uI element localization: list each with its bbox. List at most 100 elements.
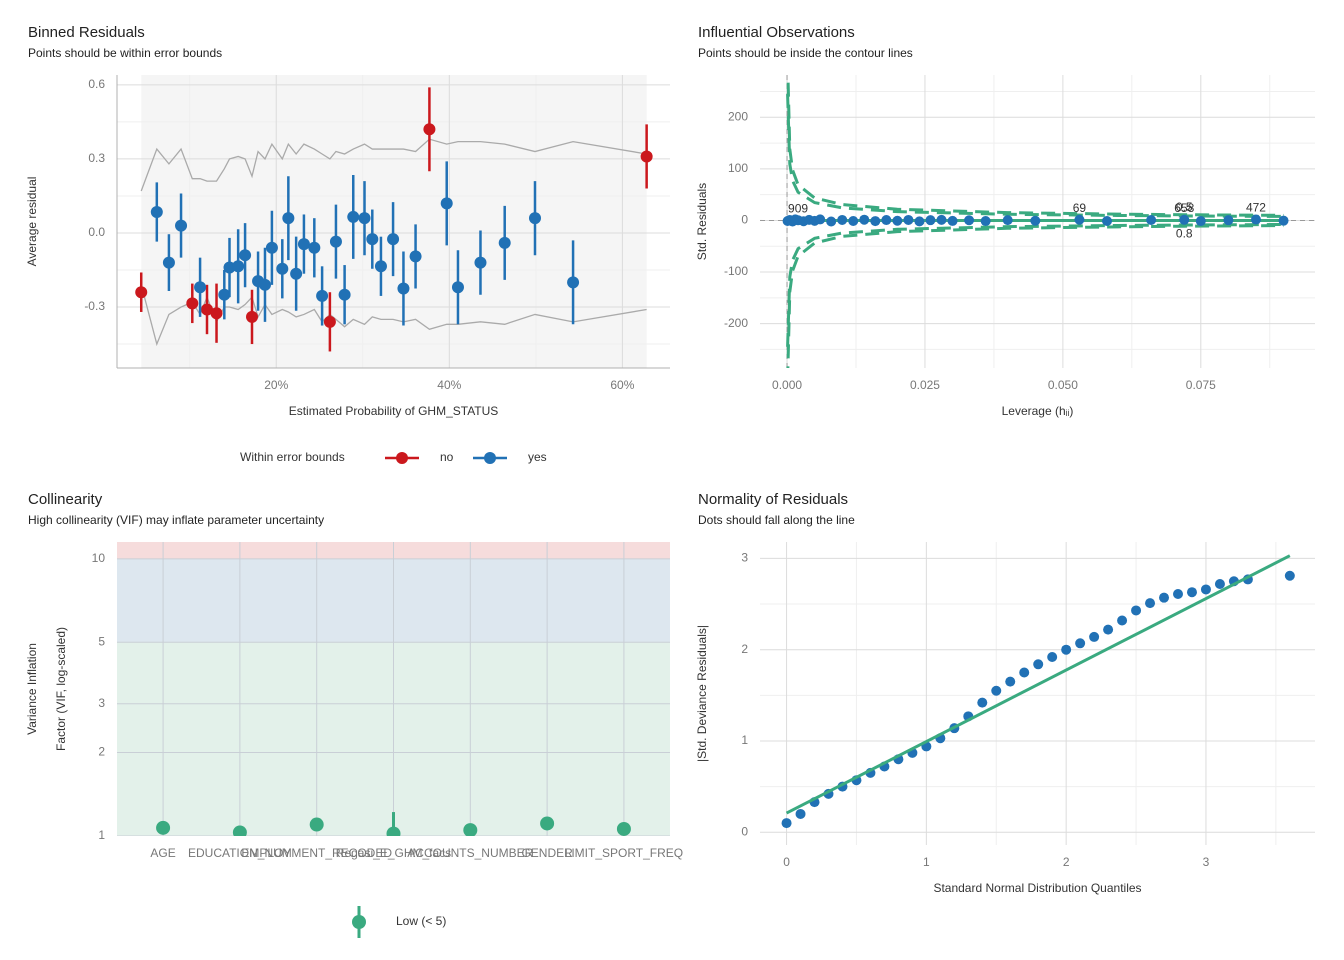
point — [218, 288, 231, 301]
y-tick-label: -100 — [724, 264, 748, 278]
plot-area — [760, 75, 1315, 368]
y-axis-title: Variance Inflation — [25, 643, 39, 735]
point — [201, 303, 214, 316]
y-tick-label: -0.3 — [84, 299, 105, 313]
panel: Collinearity High collinearity (VIF) may … — [25, 491, 683, 938]
panel-title: Collinearity — [28, 491, 103, 508]
x-axis-title: Leverage (hᵢᵢ) — [1002, 404, 1074, 418]
point — [258, 278, 271, 291]
panel: Binned Residuals Points should be within … — [25, 24, 670, 464]
y-tick-label: 1 — [741, 733, 748, 747]
contour-label: 0.5 — [1176, 200, 1193, 214]
point-label: 909 — [788, 201, 808, 215]
point — [1061, 644, 1072, 655]
legend-label: yes — [528, 450, 547, 464]
x-tick-label: 60% — [610, 378, 634, 392]
plot-area — [117, 542, 670, 836]
contour-line — [786, 224, 1284, 368]
x-tick-label: 3 — [1203, 855, 1210, 869]
point — [616, 821, 631, 836]
point — [1145, 598, 1156, 609]
point — [290, 267, 303, 280]
point — [1250, 214, 1261, 225]
y-tick-label: 200 — [728, 109, 748, 123]
point — [297, 238, 310, 251]
x-tick-label: LIMIT_SPORT_FREQ — [565, 846, 683, 860]
panel-title: Influential Observations — [698, 24, 855, 41]
point — [1131, 605, 1142, 616]
y-tick-label: 3 — [98, 696, 105, 710]
x-axis-title: Estimated Probability of GHM_STATUS — [289, 404, 499, 418]
contour-line — [786, 94, 1284, 218]
legend-title: Within error bounds — [240, 450, 345, 464]
y-tick-label: 0 — [741, 824, 748, 838]
contour-line — [786, 222, 1284, 347]
point — [409, 250, 422, 263]
point — [1117, 615, 1128, 626]
point — [947, 215, 958, 226]
point-label: 472 — [1246, 201, 1266, 215]
point — [210, 307, 223, 320]
x-axis-title: Standard Normal Distribution Quantiles — [933, 881, 1141, 895]
point — [781, 818, 792, 829]
point — [186, 297, 199, 310]
point — [316, 289, 329, 302]
point — [1102, 215, 1113, 226]
y-tick-label: 2 — [98, 745, 105, 759]
point — [826, 216, 837, 227]
point-label: 658 — [1174, 201, 1194, 215]
error-bound-line — [140, 138, 647, 192]
point — [980, 216, 991, 227]
point — [162, 256, 175, 269]
contour-label: 0.8 — [1176, 226, 1193, 240]
point — [451, 281, 464, 294]
y-tick-label: 0.0 — [88, 225, 105, 239]
y-tick-label: 10 — [92, 551, 106, 565]
point — [135, 286, 148, 299]
point — [964, 215, 975, 226]
x-tick-label: 40% — [437, 378, 461, 392]
y-tick-label: 0.3 — [88, 151, 105, 165]
point — [323, 315, 336, 328]
point — [175, 219, 188, 232]
contour-line — [786, 75, 1284, 217]
plot-area — [117, 75, 670, 368]
point — [1089, 631, 1100, 642]
point — [498, 236, 511, 249]
point — [903, 214, 914, 225]
x-tick-label: GENDER — [521, 846, 573, 860]
x-tick-label: Regasi_E_GHM_facs — [336, 846, 451, 860]
point — [239, 249, 252, 262]
point — [1172, 589, 1183, 600]
point — [194, 281, 207, 294]
x-tick-label: 0 — [783, 855, 790, 869]
point — [282, 212, 295, 225]
point — [1075, 638, 1086, 649]
panel-subtitle: High collinearity (VIF) may inflate para… — [28, 513, 324, 527]
point — [870, 216, 881, 227]
x-tick-label: 0.000 — [772, 378, 802, 392]
point — [936, 214, 947, 225]
y-axis-title: Std. Residuals — [695, 183, 709, 260]
point-label: 69 — [1073, 201, 1087, 215]
panel-subtitle: Points should be within error bounds — [28, 46, 222, 60]
y-tick-label: 100 — [728, 161, 748, 175]
point — [914, 216, 925, 227]
panel-title: Normality of Residuals — [698, 491, 848, 508]
point — [1146, 215, 1157, 226]
y-tick-label: 1 — [98, 828, 105, 842]
point — [881, 215, 892, 226]
point — [474, 256, 487, 269]
point — [329, 235, 342, 248]
panel-subtitle: Points should be inside the contour line… — [698, 46, 913, 60]
point — [1047, 651, 1058, 662]
point — [347, 210, 360, 223]
point — [366, 233, 379, 246]
x-tick-label: AGE — [150, 846, 175, 860]
point — [1200, 584, 1211, 595]
point — [795, 808, 806, 819]
point — [309, 817, 324, 832]
point — [1033, 659, 1044, 670]
point — [338, 288, 351, 301]
point — [463, 823, 478, 836]
